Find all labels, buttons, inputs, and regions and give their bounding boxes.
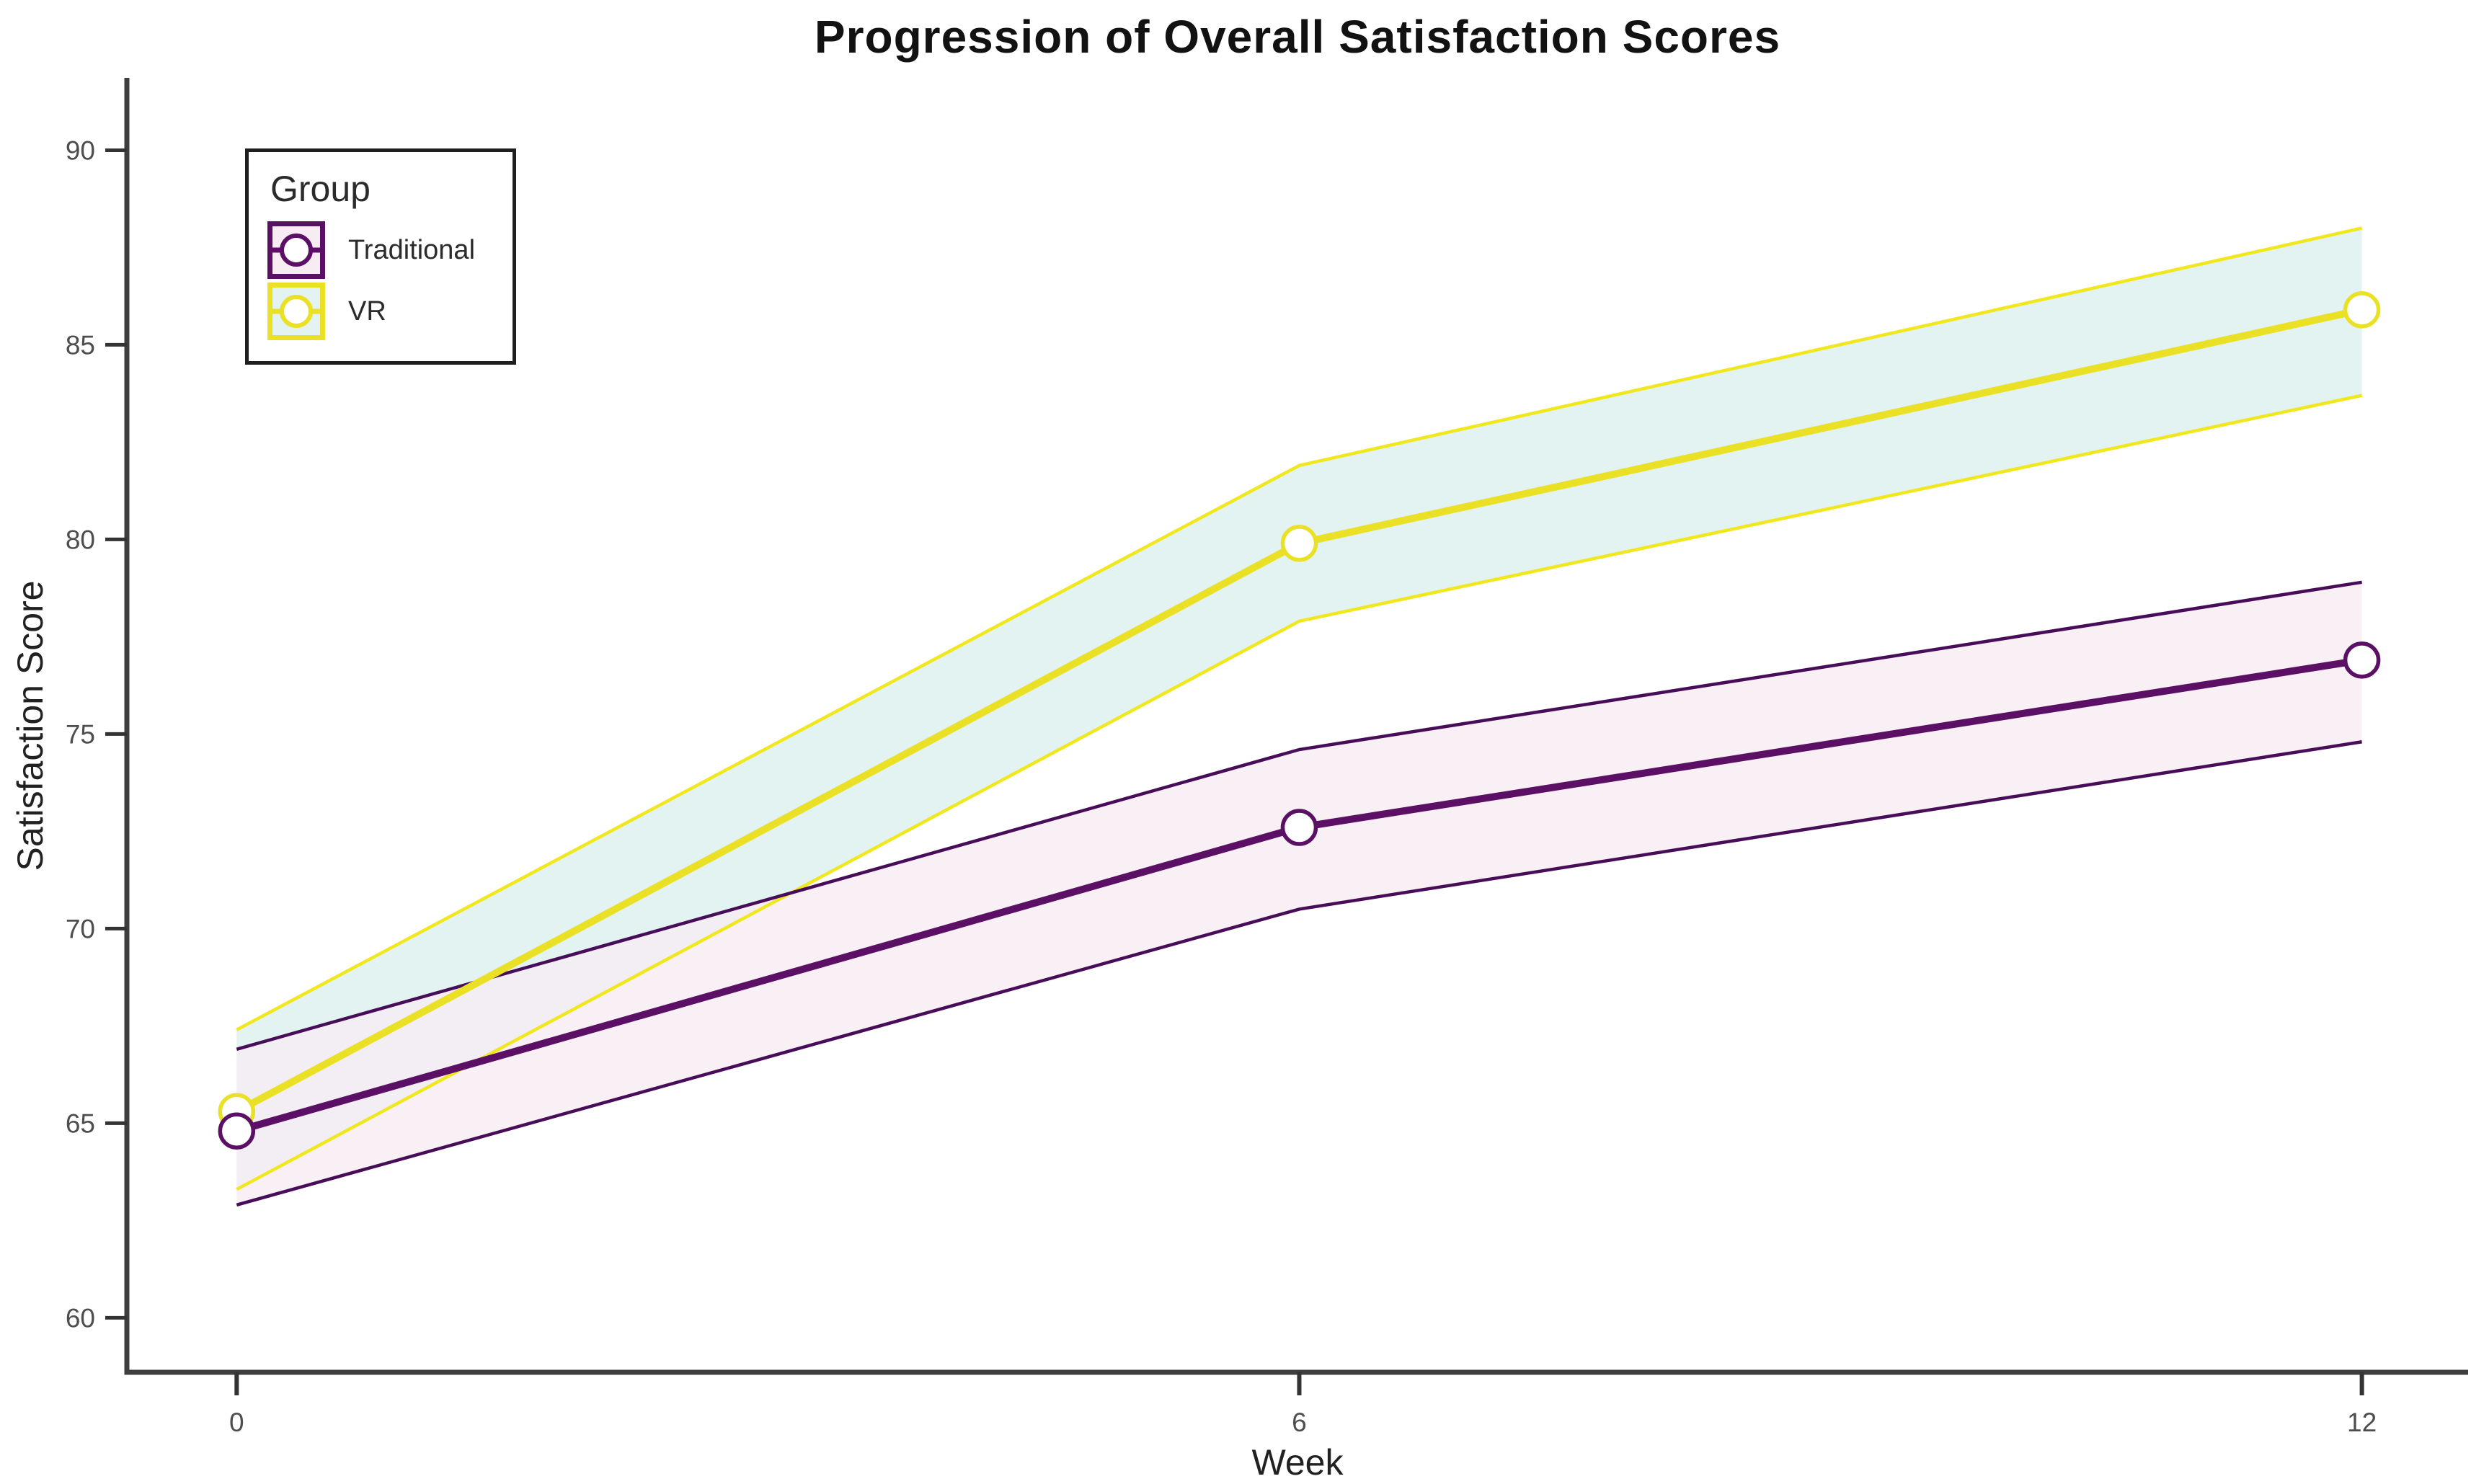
legend-key-icon — [267, 221, 325, 279]
data-point-traditional-week-12 — [2343, 641, 2381, 679]
x-tick-label: 0 — [229, 1408, 244, 1437]
legend-label: VR — [348, 296, 386, 326]
ribbon-lower-edge-traditional — [236, 739, 2362, 1207]
data-point-vr-week-6 — [1280, 525, 1318, 562]
legend-key-circle-icon — [280, 234, 313, 267]
y-axis-title: Satisfaction Score — [10, 580, 50, 871]
legend-title: Group — [270, 169, 371, 209]
data-point-vr-week-12 — [2343, 291, 2381, 329]
legend-key-circle-icon — [280, 295, 313, 328]
x-tick-label: 12 — [2347, 1408, 2377, 1437]
y-tick-label: 90 — [66, 135, 95, 165]
legend-label: Traditional — [348, 234, 476, 265]
y-tick-label: 75 — [66, 719, 95, 749]
data-point-traditional-week-6 — [1280, 809, 1318, 846]
x-axis-title: Week — [1251, 1442, 1344, 1483]
legend-row-vr: VR — [267, 283, 513, 340]
chart-title: Progression of Overall Satisfaction Scor… — [814, 11, 1781, 63]
y-tick-label: 60 — [66, 1303, 95, 1333]
data-point-traditional-week-0 — [218, 1112, 256, 1150]
y-tick-label: 80 — [66, 525, 95, 554]
y-tick-label: 85 — [66, 330, 95, 360]
y-tick-label: 65 — [66, 1108, 95, 1138]
legend-entries: Traditional VR — [267, 221, 513, 340]
ribbon-upper-edge-traditional — [236, 580, 2362, 1051]
ribbon-upper-edge-vr — [236, 226, 2363, 1031]
ribbon-traditional — [236, 582, 2362, 1205]
legend-row-traditional: Traditional — [267, 221, 513, 279]
legend: Group Traditional VR — [245, 148, 516, 365]
legend-key-icon — [267, 283, 325, 340]
x-tick-label: 6 — [1292, 1408, 1307, 1437]
y-tick-label: 70 — [66, 914, 95, 943]
ribbon-lower-edge-vr — [236, 394, 2363, 1191]
ribbon-vr — [236, 228, 2362, 1190]
